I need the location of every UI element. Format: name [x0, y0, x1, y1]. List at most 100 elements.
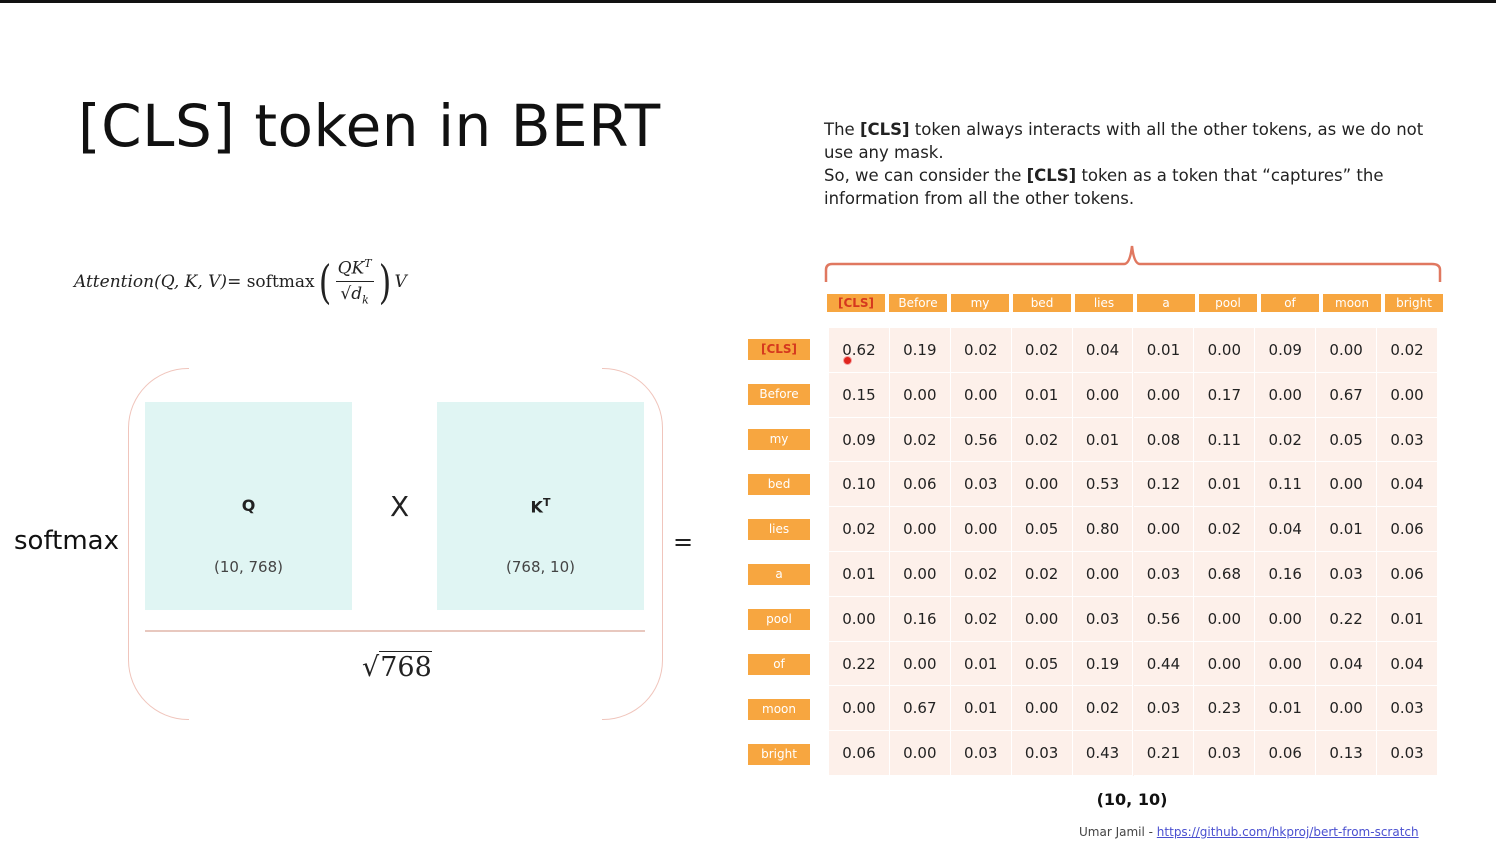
formula-right-paren: ): [378, 255, 391, 309]
matrix-cell: 0.03: [950, 731, 1012, 776]
desc-line2-post: token as a token that “captures” the inf…: [824, 166, 1384, 208]
matrix-cell: 0.03: [1011, 731, 1073, 776]
column-header: [CLS]: [827, 294, 885, 312]
desc-line1-bold: [CLS]: [859, 120, 910, 139]
sqrt-denominator: √768: [362, 651, 432, 683]
matrix-cell: 0.02: [1377, 328, 1438, 373]
matrix-cell: 0.00: [1072, 372, 1134, 418]
matrix-cell: 0.02: [1072, 686, 1134, 732]
matrix-cell: 0.10: [829, 462, 890, 508]
matrix-cell: 0.02: [950, 328, 1012, 373]
matrix-cell: 0.00: [1133, 372, 1195, 418]
slide-description: The [CLS] token always interacts with al…: [824, 118, 1444, 210]
matrix-cell: 0.02: [1011, 552, 1073, 597]
k-label: KT: [437, 496, 644, 516]
matrix-cell: 0.00: [1011, 596, 1073, 642]
attention-formula: Attention(Q, K, V) = softmax ( QKT √dk )…: [74, 252, 407, 312]
matrix-cell: 0.00: [889, 641, 951, 687]
matrix-cell: 0.23: [1194, 686, 1256, 732]
credit-link[interactable]: https://github.com/hkproj/bert-from-scra…: [1156, 825, 1419, 839]
matrix-cell: 0.00: [1011, 686, 1073, 732]
slide-title: [CLS] token in BERT: [78, 92, 661, 160]
matrix-cell: 0.16: [889, 596, 951, 642]
row-header: bright: [748, 744, 810, 765]
matrix-cell: 0.02: [1194, 507, 1256, 552]
matrix-cell: 0.00: [1072, 552, 1134, 597]
matrix-cell: 0.02: [889, 417, 951, 463]
matrix-cell: 0.02: [1011, 417, 1073, 463]
matrix-cell: 0.11: [1194, 417, 1256, 463]
matrix-cell: 0.00: [1011, 462, 1073, 508]
matrix-cell: 0.00: [1255, 641, 1317, 687]
matrix-cell: 0.04: [1377, 641, 1438, 687]
matrix-cell: 0.00: [1194, 328, 1256, 373]
matrix-cell: 0.00: [950, 507, 1012, 552]
k-transpose: T: [542, 496, 551, 509]
matrix-cell: 0.21: [1133, 731, 1195, 776]
column-header: lies: [1075, 294, 1133, 312]
matrix-cell: 0.06: [889, 462, 951, 508]
matrix-cell: 0.01: [1316, 507, 1378, 552]
matrix-cell: 0.02: [829, 507, 890, 552]
matrix-cell: 0.00: [1316, 462, 1378, 508]
matrix-cell: 0.04: [1255, 507, 1317, 552]
multiply-sign: X: [390, 490, 410, 523]
matrix-cell: 0.00: [1255, 372, 1317, 418]
matrix-cell: 0.05: [1316, 417, 1378, 463]
column-header: bright: [1385, 294, 1443, 312]
matrix-cell: 0.02: [950, 552, 1012, 597]
matrix-cell: 0.04: [1072, 328, 1134, 373]
formula-lhs: Attention(Q, K, V): [74, 272, 228, 292]
softmax-label: softmax: [14, 526, 119, 556]
cursor-dot: [843, 356, 852, 365]
matrix-cell: 0.68: [1194, 552, 1256, 597]
row-header: a: [748, 564, 810, 585]
matrix-cell: 0.19: [889, 328, 951, 373]
matrix-cell: 0.12: [1133, 462, 1195, 508]
desc-line2-pre: So, we can consider the: [824, 166, 1027, 185]
formula-fraction: QKT √dk: [335, 257, 374, 307]
row-header: moon: [748, 699, 810, 720]
matrix-cell: 0.05: [1011, 641, 1073, 687]
formula-qk: QK: [337, 259, 365, 280]
row-header: Before: [748, 384, 810, 405]
matrix-cell: 0.00: [829, 596, 890, 642]
fraction-line: [145, 630, 645, 632]
matrix-cell: 0.00: [1133, 507, 1195, 552]
matrix-cell: 0.09: [1255, 328, 1317, 373]
matrix-cell: 0.06: [1255, 731, 1317, 776]
matrix-cell: 0.04: [1316, 641, 1378, 687]
matrix-cell: 0.17: [1194, 372, 1256, 418]
column-header: bed: [1013, 294, 1071, 312]
formula-eq: = softmax: [227, 272, 315, 292]
matrix-cell: 0.00: [889, 552, 951, 597]
matrix-cell: 0.01: [950, 641, 1012, 687]
matrix-cell: 0.01: [950, 686, 1012, 732]
matrix-cell: 0.56: [1133, 596, 1195, 642]
column-header: Before: [889, 294, 947, 312]
matrix-cell: 0.00: [1194, 596, 1256, 642]
matrix-cell: 0.06: [1377, 552, 1438, 597]
k-matrix-box: KT (768, 10): [437, 402, 644, 610]
matrix-cell: 0.00: [950, 372, 1012, 418]
matrix-cell: 0.01: [1194, 462, 1256, 508]
row-header: lies: [748, 519, 810, 540]
matrix-cell: 0.03: [1133, 686, 1195, 732]
q-dims: (10, 768): [214, 558, 283, 576]
attention-matrix: 0.62 0.19 0.02 0.02 0.04 0.01 0.00 0.09 0.00 0.02…: [829, 328, 1438, 776]
matrix-cell: 0.00: [889, 507, 951, 552]
column-brace: [824, 245, 1442, 282]
matrix-cell: 0.03: [1072, 596, 1134, 642]
matrix-cell: 0.22: [829, 641, 890, 687]
sqrt-value: 768: [379, 651, 432, 683]
matrix-cell: 0.01: [1133, 328, 1195, 373]
matrix-cell: 0.00: [1255, 596, 1317, 642]
matrix-cell: 0.13: [1316, 731, 1378, 776]
matrix-cell: 0.80: [1072, 507, 1134, 552]
q-label: Q: [241, 496, 256, 515]
matrix-cell: 0.08: [1133, 417, 1195, 463]
matrix-cell: 0.67: [889, 686, 951, 732]
matrix-cell: 0.16: [1255, 552, 1317, 597]
matrix-shape: (10, 10): [1096, 790, 1168, 809]
column-header: my: [951, 294, 1009, 312]
